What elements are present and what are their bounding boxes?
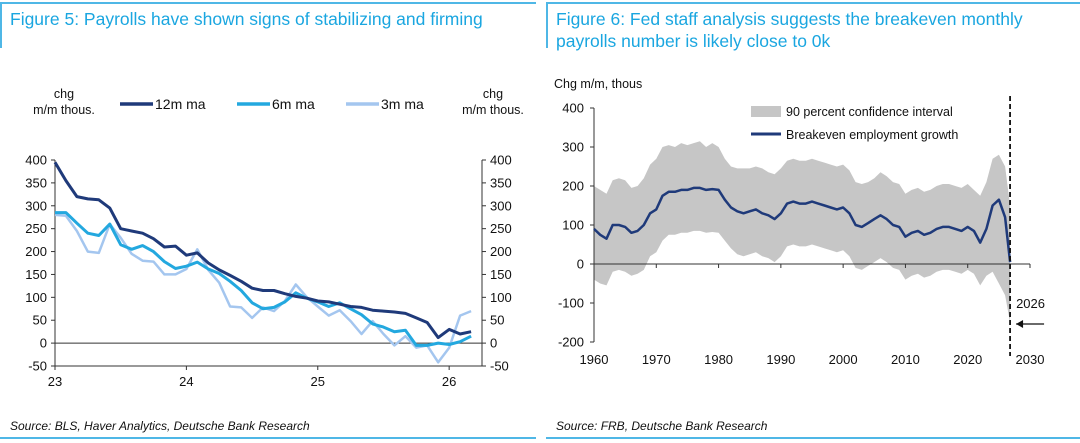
left-axis-label-line2: m/m thous. bbox=[33, 103, 95, 117]
y-tick-label-right: 250 bbox=[490, 221, 512, 236]
figure5-chart: chg m/m thous. chg m/m thous. -50 0 50 100 1… bbox=[25, 87, 524, 389]
breakeven-line bbox=[593, 186, 1012, 263]
y-tick-label-right: 200 bbox=[490, 244, 512, 259]
y-tick-label-left: 100 bbox=[25, 290, 47, 305]
y-tick-label-right: 150 bbox=[490, 267, 512, 282]
legend-swatch-band bbox=[751, 106, 781, 117]
y-tick-label-left: 400 bbox=[25, 153, 47, 168]
x-tick-label: 25 bbox=[311, 374, 325, 389]
left-axis-label-line1: chg bbox=[54, 87, 74, 101]
marker-2026-label: 2026 bbox=[1016, 296, 1045, 311]
figure6-bottom-rule bbox=[546, 437, 1080, 439]
y-tick-label-left: 150 bbox=[25, 267, 47, 282]
figure5-title-rule bbox=[0, 2, 2, 48]
x-tick-label: 2030 bbox=[1016, 352, 1045, 367]
y-tick-label: 300 bbox=[562, 140, 584, 155]
legend-label-0: 12m ma bbox=[155, 96, 206, 112]
legend-label-line: Breakeven employment growth bbox=[786, 128, 958, 142]
y-tick-label-right: 300 bbox=[490, 198, 512, 213]
figure5-top-rule bbox=[0, 2, 536, 4]
x-tick-label: 23 bbox=[48, 374, 62, 389]
x-tick-label: 1970 bbox=[642, 352, 671, 367]
x-tick-label: 2020 bbox=[953, 352, 982, 367]
figure6-top-rule bbox=[546, 2, 1080, 4]
y-tick-label: 200 bbox=[562, 179, 584, 194]
x-tick-label: 2000 bbox=[829, 352, 858, 367]
y-tick-label-right: 0 bbox=[490, 336, 497, 351]
figure5-title: Figure 5: Payrolls have shown signs of s… bbox=[10, 9, 483, 29]
marker-arrow-head bbox=[1016, 320, 1024, 328]
figure5-panel: Figure 5: Payrolls have shown signs of s… bbox=[0, 0, 536, 443]
y-tick-label-left: 50 bbox=[33, 313, 47, 328]
figure6-chart: Chg m/m, thous -200 -100 0 100 200 300 400 1960… bbox=[554, 77, 1045, 367]
y-tick-label-left: 300 bbox=[25, 198, 47, 213]
y-tick-label-right: 400 bbox=[490, 153, 512, 168]
x-tick-label: 2010 bbox=[891, 352, 920, 367]
x-tick-label: 1990 bbox=[766, 352, 795, 367]
figure6-source: Source: FRB, Deutsche Bank Research bbox=[556, 419, 768, 433]
y-tick-label-right: 50 bbox=[490, 313, 504, 328]
y-tick-label-right: 100 bbox=[490, 290, 512, 305]
y-tick-label: -100 bbox=[558, 296, 584, 311]
y-tick-label: 400 bbox=[562, 101, 584, 116]
y-tick-label-left: 0 bbox=[40, 336, 47, 351]
y-tick-label-right: 350 bbox=[490, 175, 512, 190]
figure6-title-line2: payrolls number is likely close to 0k bbox=[556, 31, 831, 51]
x-tick-label: 1980 bbox=[704, 352, 733, 367]
figure6-title-rule bbox=[546, 2, 548, 48]
y-tick-label-left: 350 bbox=[25, 175, 47, 190]
x-tick-label: 26 bbox=[442, 374, 456, 389]
series-line-12m-ma bbox=[53, 161, 472, 340]
figure5-bottom-rule bbox=[0, 437, 536, 439]
x-tick-label: 1960 bbox=[580, 352, 609, 367]
y-tick-label-left: 250 bbox=[25, 221, 47, 236]
figure5-source: Source: BLS, Haver Analytics, Deutsche B… bbox=[10, 419, 310, 433]
y-tick-label-left: -50 bbox=[28, 359, 47, 374]
legend-label-1: 6m ma bbox=[272, 96, 315, 112]
series-line-6m-ma bbox=[55, 211, 472, 347]
y-tick-label-left: 200 bbox=[25, 244, 47, 259]
right-axis-label-line2: m/m thous. bbox=[462, 103, 524, 117]
figure6-title: Figure 6: Fed staff analysis suggests th… bbox=[556, 8, 1023, 52]
confidence-band bbox=[594, 141, 1011, 323]
legend-label-band: 90 percent confidence interval bbox=[786, 105, 953, 119]
y-tick-label: -200 bbox=[558, 335, 584, 350]
right-axis-label-line1: chg bbox=[483, 87, 503, 101]
figure6-title-line1: Figure 6: Fed staff analysis suggests th… bbox=[556, 9, 1023, 29]
figure6-axis-label: Chg m/m, thous bbox=[554, 77, 642, 91]
y-tick-label-right: -50 bbox=[490, 359, 509, 374]
legend-label-2: 3m ma bbox=[381, 96, 424, 112]
y-tick-label: 100 bbox=[562, 218, 584, 233]
x-tick-label: 24 bbox=[179, 374, 193, 389]
figure6-panel: Figure 6: Fed staff analysis suggests th… bbox=[546, 0, 1080, 443]
y-tick-label: 0 bbox=[577, 257, 584, 272]
